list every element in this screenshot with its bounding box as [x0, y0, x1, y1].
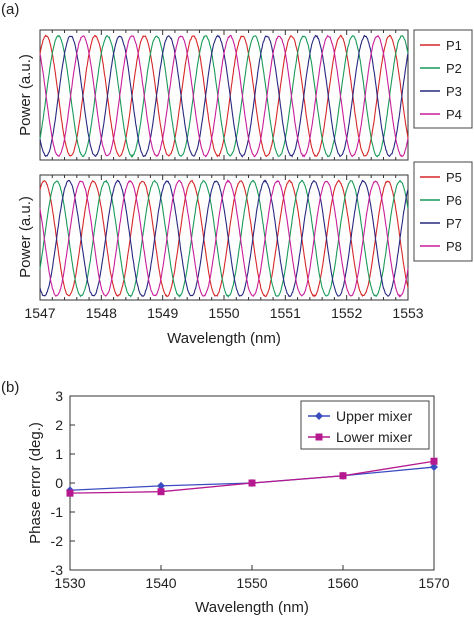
data-point-diamond — [430, 463, 438, 472]
legend-box — [300, 400, 430, 450]
legend-label-p4: P4 — [446, 107, 462, 122]
x-tick-label: 1552 — [331, 305, 362, 321]
series-line-p2 — [39, 34, 409, 158]
x-tick-label: 1551 — [270, 305, 301, 321]
x-tick-label: 1549 — [147, 305, 178, 321]
panel-a-top-y-axis-label: Power (a.u.) — [17, 54, 34, 136]
legend-label-p5: P5 — [446, 170, 462, 185]
x-tick-label: 1570 — [418, 575, 449, 591]
y-tick-label: -3 — [51, 562, 64, 578]
panel-b-series — [66, 457, 438, 497]
panel-a-bottom-curves — [39, 179, 409, 298]
legend-label-p1: P1 — [446, 38, 462, 53]
y-tick-label: 2 — [55, 417, 63, 433]
legend-box — [413, 161, 473, 262]
panel-a-bottom-plot-frame — [39, 174, 409, 301]
series-line-p4 — [39, 34, 409, 158]
panel-a-x-tick-marks — [39, 30, 409, 300]
x-tick-label: 1540 — [145, 575, 176, 591]
panel-b-legend: Upper mixer Lower mixer — [300, 400, 430, 450]
series-line-p7 — [39, 179, 409, 298]
legend-box — [413, 29, 473, 129]
y-tick-label: 3 — [55, 388, 63, 404]
x-tick-label: 1550 — [208, 305, 239, 321]
y-tick-label: 1 — [55, 446, 63, 462]
series-line-lower-mixer — [69, 460, 435, 494]
x-tick-label: 1530 — [54, 575, 85, 591]
legend-label-p2: P2 — [446, 61, 462, 76]
series-line-p8 — [39, 179, 409, 298]
panel-a-top-curves — [39, 34, 409, 158]
panel-a-top-legend: P1 P2 P3 P4 — [413, 29, 473, 129]
panel-b-label: (b) — [1, 379, 19, 396]
legend-marker-square — [315, 433, 323, 441]
legend-label-p3: P3 — [446, 84, 462, 99]
panel-b-y-tick-labels: 3 2 1 0 -1 -2 -3 — [51, 388, 64, 578]
y-tick-label: 0 — [55, 475, 63, 491]
panel-a-x-tick-labels: 1547 1548 1549 1550 1551 1552 1553 — [24, 305, 423, 321]
legend-label-lower-mixer: Lower mixer — [336, 429, 413, 445]
panel-b-x-axis-label: Wavelength (nm) — [195, 599, 309, 616]
data-point-square — [66, 489, 74, 497]
data-point-square — [430, 457, 438, 465]
panel-a-x-axis-label: Wavelength (nm) — [167, 330, 281, 347]
y-tick-label: -1 — [51, 504, 64, 520]
panel-b-tick-marks — [69, 395, 435, 571]
x-tick-label: 1547 — [24, 305, 55, 321]
data-point-diamond — [157, 481, 165, 490]
panel-b-x-tick-labels: 1530 1540 1550 1560 1570 — [54, 575, 449, 591]
legend-label-p8: P8 — [446, 239, 462, 254]
panel-b-y-axis-label: Phase error (deg.) — [27, 422, 44, 544]
legend-label-upper-mixer: Upper mixer — [336, 408, 413, 424]
legend-label-p6: P6 — [446, 193, 462, 208]
legend-label-p7: P7 — [446, 216, 462, 231]
x-tick-label: 1548 — [86, 305, 117, 321]
x-tick-label: 1560 — [327, 575, 358, 591]
x-tick-label: 1553 — [392, 305, 423, 321]
data-point-square — [339, 472, 347, 480]
y-tick-label: -2 — [51, 533, 64, 549]
data-point-square — [248, 479, 256, 487]
series-line-p5 — [39, 179, 409, 298]
x-tick-label: 1550 — [236, 575, 267, 591]
legend-marker-diamond — [315, 412, 323, 420]
panel-a-label: (a) — [1, 1, 19, 18]
panel-a-bottom-y-axis-label: Power (a.u.) — [17, 196, 34, 278]
data-point-square — [157, 488, 165, 496]
series-line-p6 — [39, 179, 409, 298]
panel-a-bottom-legend: P5 P6 P7 P8 — [413, 161, 473, 262]
